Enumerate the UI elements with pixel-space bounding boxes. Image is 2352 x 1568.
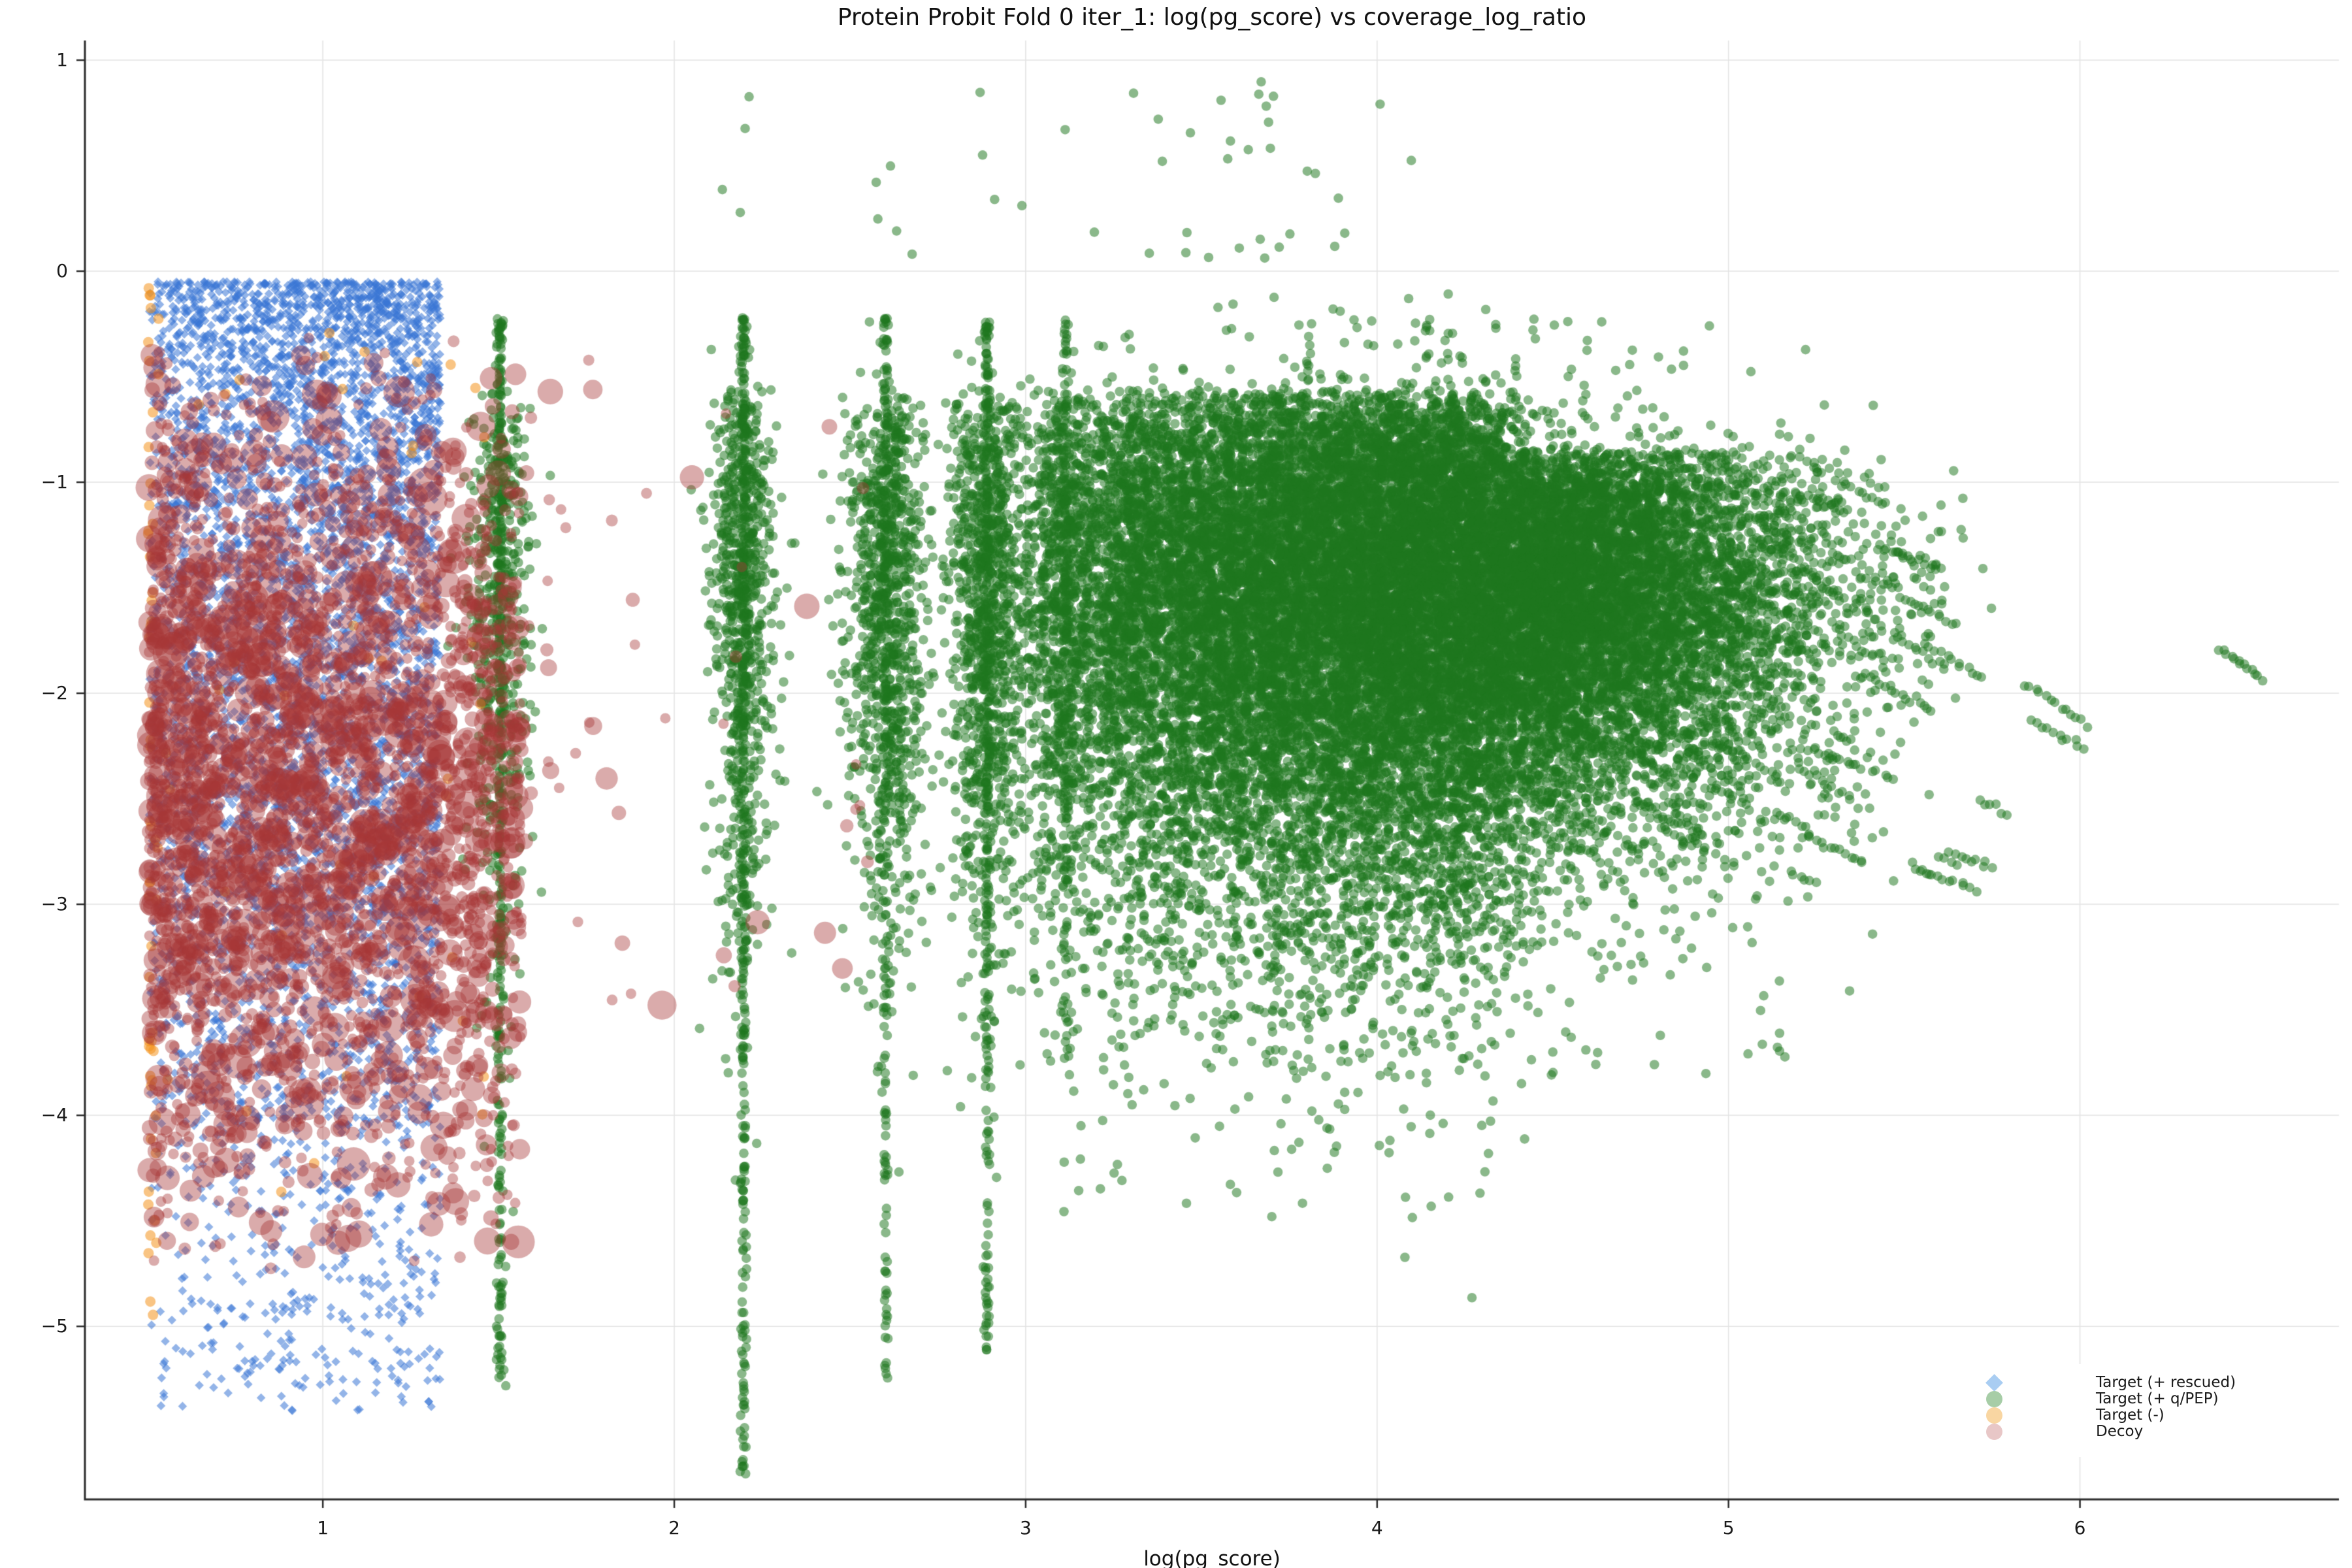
legend-row: Target (+ rescued) xyxy=(1968,1374,2337,1392)
legend-row: Target (+ q/PEP) xyxy=(1968,1390,2337,1408)
y-tick-label: −1 xyxy=(41,471,68,493)
y-tick-label: −5 xyxy=(41,1315,68,1337)
y-tick-label: −3 xyxy=(41,893,68,915)
legend-circle-swatch xyxy=(1986,1424,2002,1440)
y-tick-label: −4 xyxy=(41,1104,68,1126)
x-tick-label: 6 xyxy=(2074,1517,2086,1539)
y-tick-label: 0 xyxy=(56,260,68,282)
legend-diamond-swatch xyxy=(1985,1374,2003,1392)
legend-label: Decoy xyxy=(2096,1423,2144,1440)
legend-row: Decoy xyxy=(1968,1423,2337,1441)
legend-label: Target (-) xyxy=(2096,1407,2164,1424)
chart-title: Protein Probit Fold 0 iter_1: log(pg_sco… xyxy=(837,4,1587,31)
legend-row: Target (-) xyxy=(1968,1407,2337,1424)
x-tick-label: 2 xyxy=(668,1517,680,1539)
x-tick-label: 3 xyxy=(1019,1517,1032,1539)
x-axis-label: log(pg_score) xyxy=(1143,1547,1281,1568)
legend-label: Target (+ q/PEP) xyxy=(2096,1390,2219,1407)
x-tick-label: 4 xyxy=(1371,1517,1383,1539)
legend-circle-swatch xyxy=(1986,1391,2002,1407)
y-tick-label: −2 xyxy=(41,682,68,704)
x-tick-label: 5 xyxy=(1722,1517,1735,1539)
x-tick-label: 1 xyxy=(317,1517,329,1539)
legend-circle-swatch xyxy=(1986,1407,2002,1424)
legend: Target (+ rescued) Target (+ q/PEP) Target… xyxy=(1968,1364,2337,1457)
y-tick-label: 1 xyxy=(56,49,68,71)
legend-label: Target (+ rescued) xyxy=(2096,1374,2236,1391)
